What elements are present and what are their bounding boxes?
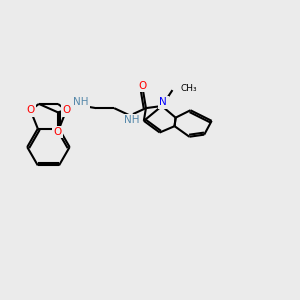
Text: O: O: [62, 105, 70, 115]
Text: O: O: [54, 127, 62, 137]
Text: NH: NH: [124, 115, 139, 125]
Text: CH₃: CH₃: [181, 84, 197, 93]
Text: NH: NH: [73, 98, 88, 107]
Text: O: O: [139, 81, 147, 91]
Text: N: N: [159, 98, 167, 107]
Text: O: O: [26, 105, 34, 115]
